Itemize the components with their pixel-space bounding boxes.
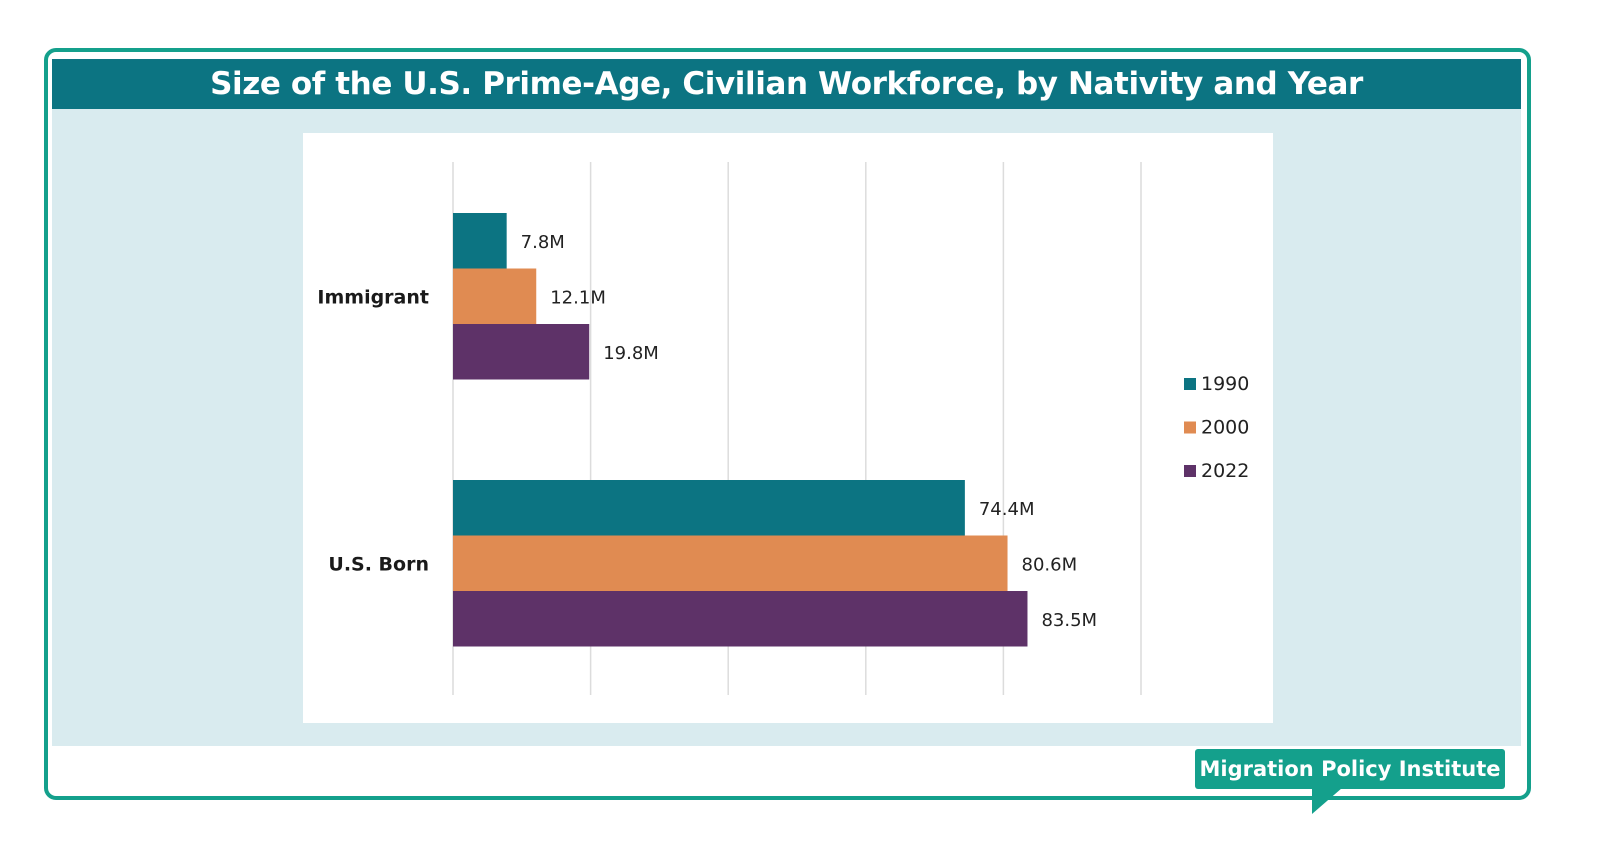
- data-label-0-1: 12.1M: [550, 287, 606, 308]
- bar-0-2: [453, 324, 590, 380]
- legend-swatch-0: [1184, 378, 1196, 390]
- data-label-0-2: 19.8M: [603, 343, 659, 364]
- legend-label-1: 2000: [1201, 417, 1249, 439]
- category-label-1: U.S. Born: [328, 553, 429, 575]
- category-label-0: Immigrant: [317, 286, 429, 308]
- source-badge-tail: [1312, 788, 1342, 814]
- plot-area: Immigrant 7.8M 12.1M 19.8M U.S. Born 74.4M 80.…: [303, 133, 1273, 723]
- chart-card: Size of the U.S. Prime-Age, Civilian Wor…: [44, 48, 1531, 800]
- legend-label-2: 2022: [1201, 460, 1249, 482]
- bar-0-1: [453, 268, 537, 324]
- chart-title: Size of the U.S. Prime-Age, Civilian Wor…: [52, 59, 1521, 109]
- data-label-1-1: 80.6M: [1022, 554, 1078, 575]
- legend-swatch-1: [1184, 421, 1196, 434]
- bar-1-0: [453, 480, 965, 536]
- data-label-1-2: 83.5M: [1041, 610, 1097, 631]
- source-badge[interactable]: Migration Policy Institute: [1195, 749, 1505, 789]
- bar-0-0: [453, 213, 507, 269]
- bar-chart: Immigrant 7.8M 12.1M 19.8M U.S. Born 74.4M 80.…: [317, 162, 1249, 695]
- legend-label-0: 1990: [1201, 373, 1249, 395]
- chart-panel: Immigrant 7.8M 12.1M 19.8M U.S. Born 74.4M 80.…: [52, 109, 1521, 746]
- bar-1-1: [453, 535, 1008, 591]
- legend-swatch-2: [1184, 465, 1196, 477]
- bar-1-2: [453, 591, 1028, 647]
- data-label-0-0: 7.8M: [521, 232, 565, 253]
- data-label-1-0: 74.4M: [979, 499, 1035, 520]
